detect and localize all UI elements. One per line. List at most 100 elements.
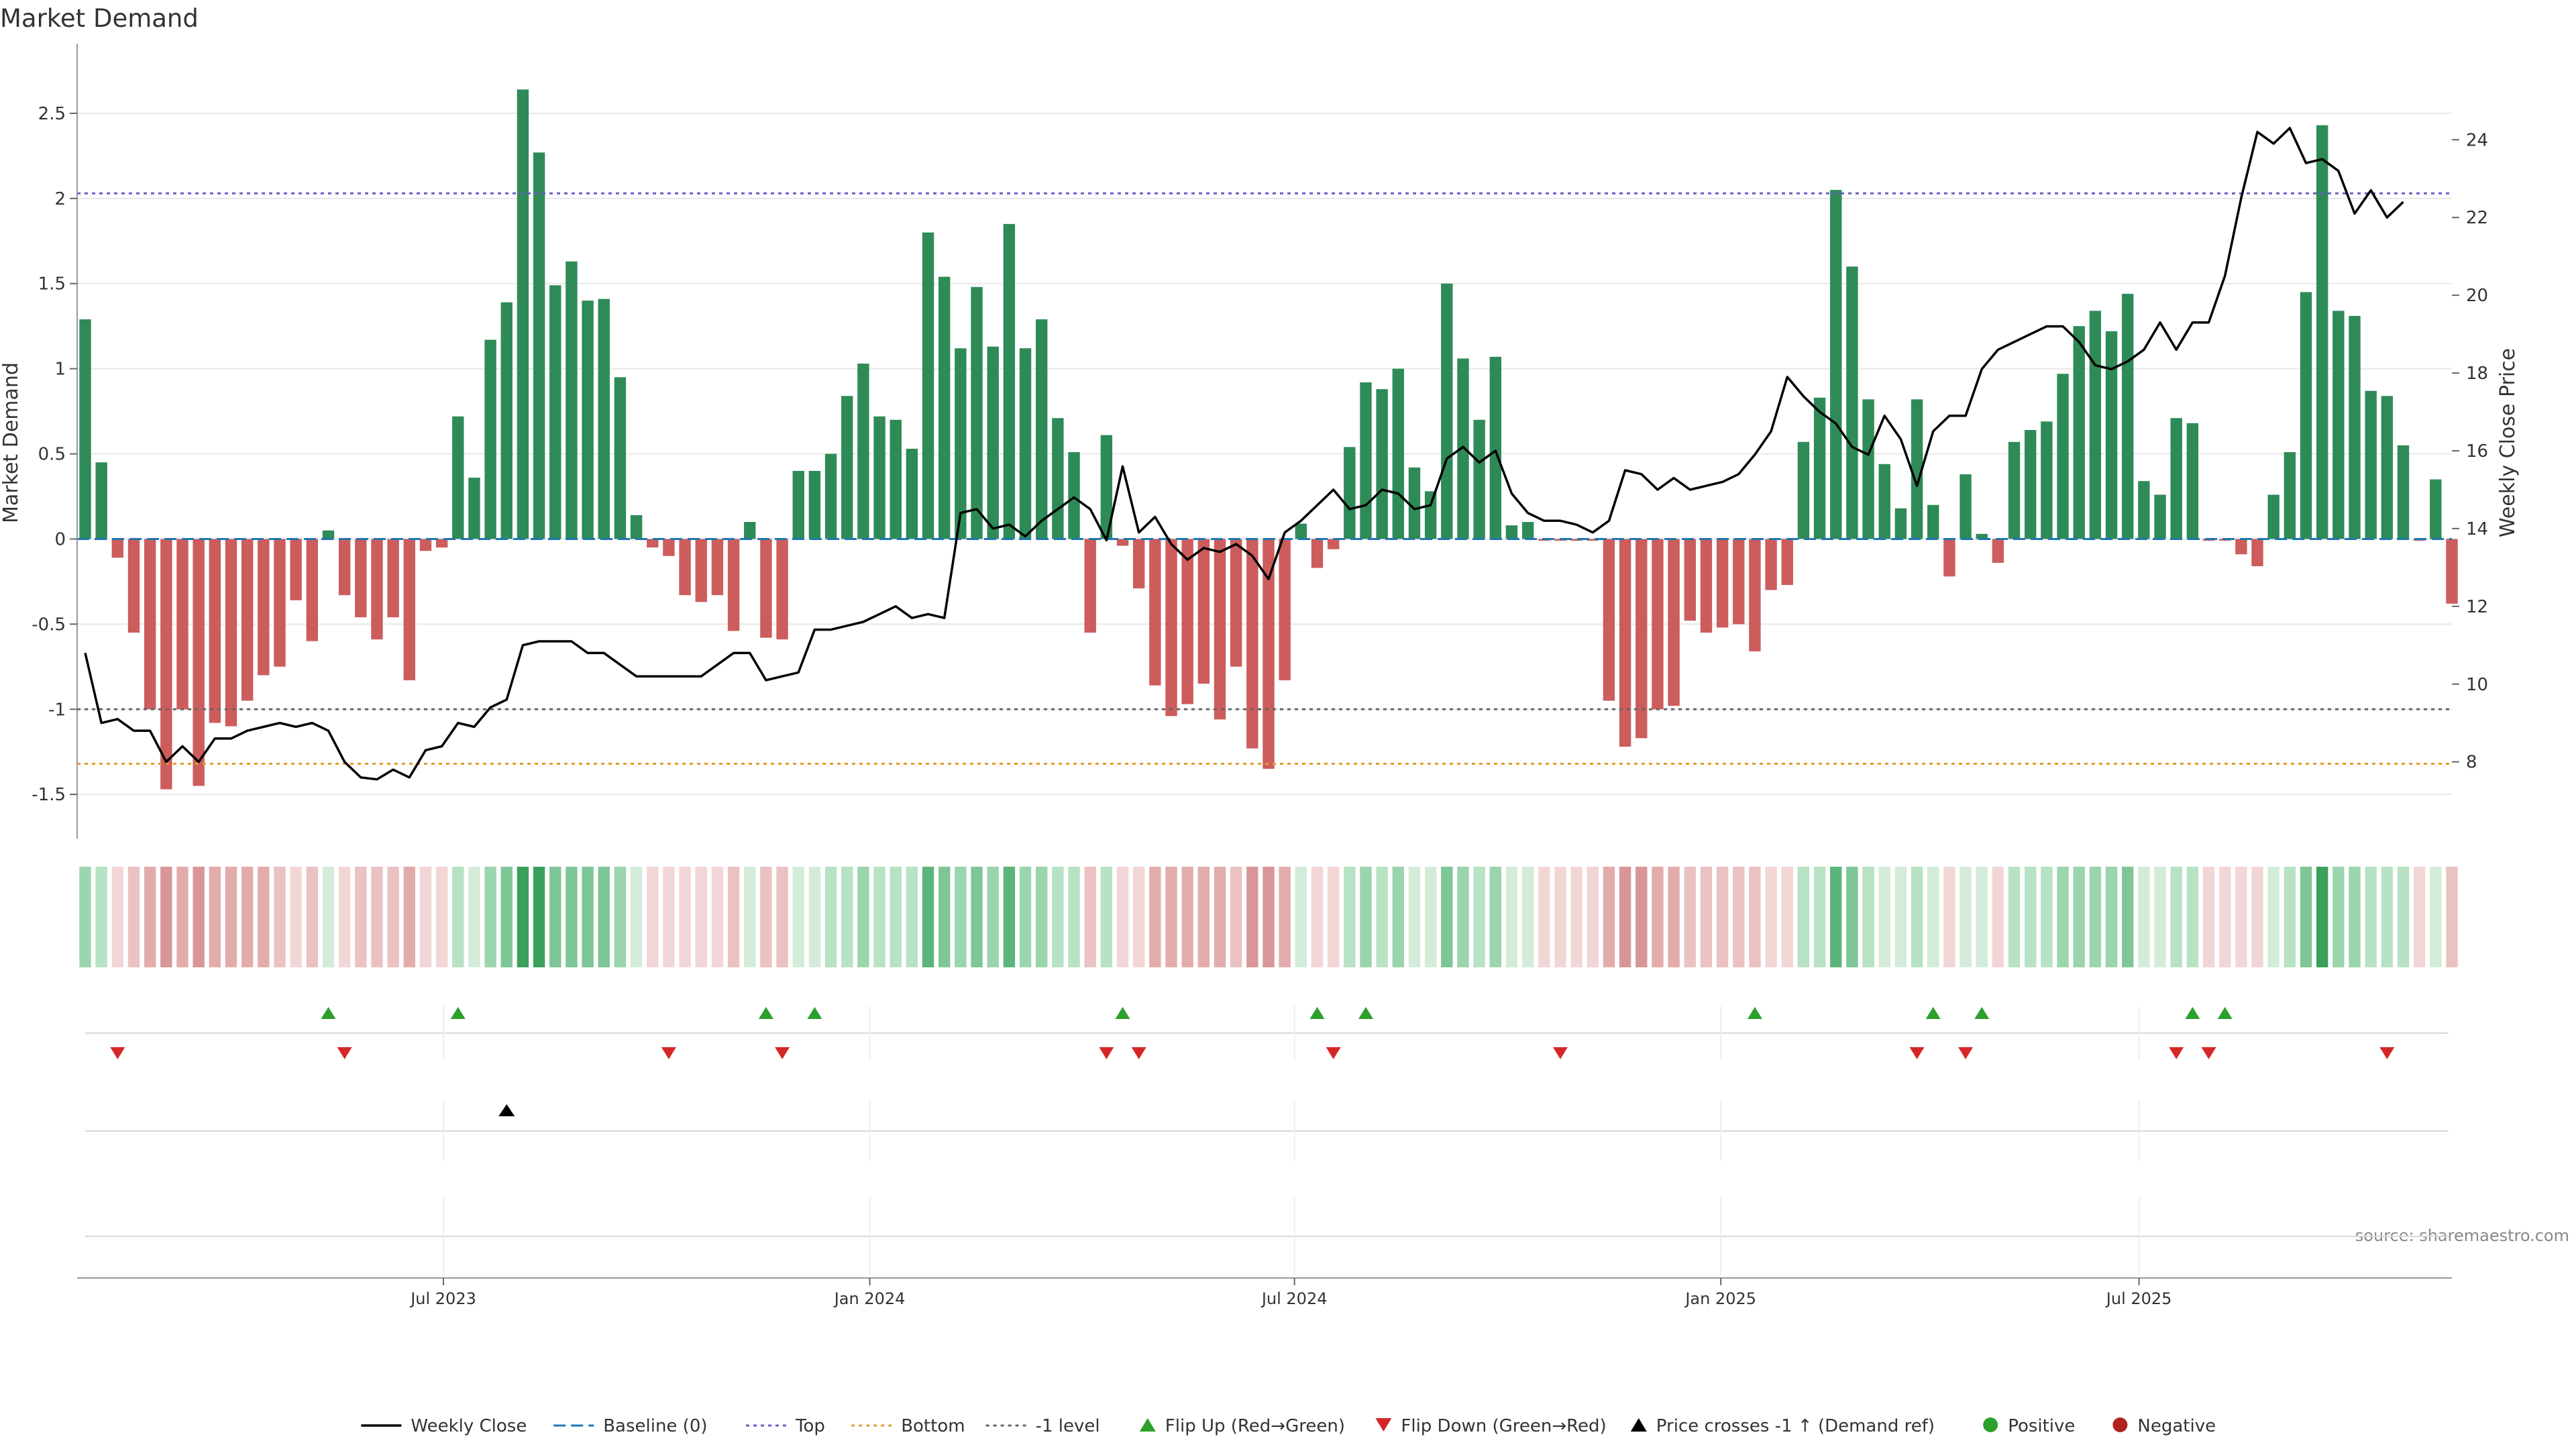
demand-bar [290, 539, 302, 600]
demand-bar [1068, 451, 1080, 539]
heat-cell [2300, 867, 2312, 967]
heat-cell [2105, 867, 2118, 967]
heat-cell [2430, 867, 2442, 967]
demand-bar [1457, 358, 1469, 539]
demand-bar [760, 539, 772, 638]
flip-up-marker [1309, 1007, 1325, 1019]
demand-bar [971, 286, 983, 539]
demand-bar [2284, 451, 2296, 539]
y-tick-label: -0.5 [32, 614, 66, 635]
heat-cell [241, 867, 254, 967]
heat-cell [695, 867, 707, 967]
y2-tick-label: 16 [2466, 441, 2488, 462]
demand-bar [2430, 479, 2442, 539]
heat-cell [1878, 867, 1890, 967]
heat-cell [2218, 867, 2231, 967]
heat-cell [630, 867, 643, 967]
heat-cell [2122, 867, 2134, 967]
demand-bar [824, 453, 837, 539]
flip-down-marker [1552, 1047, 1568, 1059]
heat-cell [1992, 867, 2004, 967]
demand-bar [435, 539, 448, 548]
demand-bar [2316, 125, 2328, 539]
demand-bar [306, 539, 319, 641]
demand-bar [258, 539, 270, 676]
heat-cell [517, 867, 529, 967]
event-markers: Jul 2023 Jan 2024 Jul 2024 Jan 2025 Jul 2025 [77, 1006, 2452, 1308]
flip-down-marker [661, 1047, 676, 1059]
heat-cell [2235, 867, 2247, 967]
price-line-layer [84, 127, 2404, 781]
flip-down-marker [1326, 1047, 1341, 1059]
demand-bar [1927, 504, 1939, 539]
legend-swatch-positive [1983, 1417, 1998, 1432]
demand-bar [1489, 356, 1502, 539]
demand-bar [1733, 539, 1745, 625]
demand-bar [1603, 539, 1615, 701]
demand-bar [403, 539, 415, 681]
x-tick-label: Jul 2025 [2105, 1289, 2172, 1308]
heat-cell [1295, 867, 1307, 967]
legend-label: Flip Down (Green→Red) [1401, 1416, 1606, 1436]
demand-bar [582, 301, 594, 539]
demand-bar [598, 299, 610, 539]
demand-bar [2267, 494, 2279, 539]
heat-cell [1214, 867, 1226, 967]
demand-bar [1830, 190, 1842, 539]
heat-cell [1570, 867, 1582, 967]
demand-bar [614, 377, 627, 539]
legend-label: Top [795, 1416, 825, 1436]
heat-cell [1489, 867, 1502, 967]
y-axis-label: Market Demand [0, 362, 23, 523]
heat-cell [1749, 867, 1761, 967]
heat-cell [2138, 867, 2150, 967]
heat-cell [306, 867, 319, 967]
demand-bar [841, 396, 853, 539]
y2-tick-label: 8 [2466, 753, 2477, 773]
heat-cell [1733, 867, 1745, 967]
demand-heat-strip [79, 867, 2458, 967]
demand-bar [1846, 266, 1858, 539]
demand-bar [225, 539, 237, 727]
demand-bar [1052, 418, 1064, 539]
flip-down-marker [1958, 1047, 1974, 1059]
heat-cell [744, 867, 756, 967]
demand-bar [2154, 494, 2166, 539]
heat-cell [1019, 867, 1032, 967]
demand-bar [1781, 539, 1793, 585]
demand-bar [1116, 539, 1129, 546]
demand-bar [2397, 445, 2410, 539]
demand-bar [1035, 319, 1048, 539]
heat-cell [906, 867, 918, 967]
chart-title: Market Demand [0, 4, 199, 33]
y2-tick-label: 18 [2466, 364, 2488, 384]
heat-cell [1505, 867, 1518, 967]
heat-cell [1003, 867, 1016, 967]
demand-bar [1246, 539, 1258, 749]
heat-cell [2284, 867, 2296, 967]
heat-cell [484, 867, 496, 967]
demand-bar [2089, 311, 2102, 539]
demand-bar [338, 539, 351, 596]
demand-bar [209, 539, 221, 723]
heat-cell [2041, 867, 2053, 967]
heat-cell [79, 867, 91, 967]
demand-bar [1149, 539, 1161, 686]
demand-bar [1132, 539, 1145, 589]
demand-bar [2381, 396, 2394, 539]
demand-bar [1473, 419, 1485, 539]
heat-cell [176, 867, 189, 967]
demand-bar [2300, 292, 2312, 539]
demand-bar [744, 522, 756, 539]
demand-bar [566, 261, 578, 539]
demand-bar [792, 470, 804, 539]
demand-bar [1408, 467, 1421, 539]
x-tick-label: Jul 2023 [409, 1289, 476, 1308]
demand-bar [1505, 525, 1518, 539]
y-tick-label: 2.5 [38, 104, 66, 124]
heat-cell [1344, 867, 1356, 967]
y-tick-label: 1.5 [38, 274, 66, 294]
heat-cell [127, 867, 140, 967]
heat-cell [2170, 867, 2182, 967]
